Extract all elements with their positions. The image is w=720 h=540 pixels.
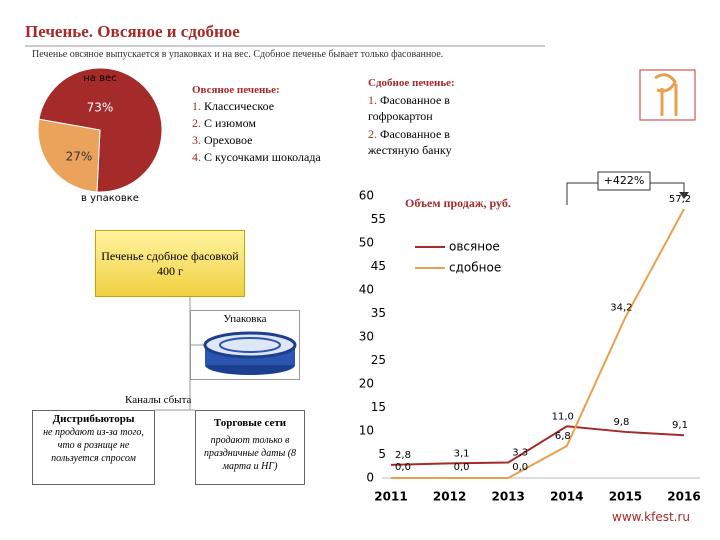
item-text: С кусочками шоколада [204,150,321,164]
value-label: 34,2 [610,302,632,313]
value-label: 57,2 [669,194,691,205]
value-label: 6,8 [555,431,571,442]
product-box: Печенье сдобное фасовкой 400 г [95,230,245,297]
value-label: 3,3 [512,447,528,458]
sweet-title: Сдобное печенье: [368,77,455,89]
list-item: 1. Классическое [192,98,362,115]
tin-image [203,331,297,375]
package-box: Упаковка [190,310,300,380]
list-item: 4. С кусочками шоколада [192,149,362,166]
x-tick-label: 2016 [667,490,700,504]
y-tick-label: 20 [359,377,374,391]
distributors-note: не продают из-за того, что в рознице не … [43,427,144,464]
x-tick-label: 2012 [433,490,466,504]
pie-slice [37,118,101,193]
item-text: Классическое [204,99,275,113]
item-number: 1. [368,93,377,107]
y-tick-label: 0 [366,471,374,485]
list-item: 1. Фасованное в гофрокартон [368,92,498,124]
category-label: в упаковке [81,193,139,204]
category-label: на вес [83,73,116,84]
list-item: 2. С изюмом [192,115,362,132]
legend-label: овсяное [449,240,500,254]
y-tick-label: 15 [371,400,386,414]
y-tick-label: 50 [359,236,374,250]
y-tick-label: 60 [359,189,374,203]
distributors-box: Дистрибьюторы не продают из-за того, что… [32,410,155,485]
series-line [391,208,685,479]
value-label: 9,1 [672,420,688,431]
item-number: 3. [192,133,201,147]
retail-note: продают только в праздничные даты (8 мар… [203,435,297,472]
title: Печенье. Овсяное и сдобное [25,22,240,41]
y-tick-label: 25 [371,353,386,367]
subtitle: Печенье овсяное выпускается в упаковках … [32,49,444,60]
x-tick-label: 2015 [609,490,642,504]
series-line [390,425,685,466]
item-text: Фасованное в жестяную банку [368,127,452,157]
value-label: 9,8 [613,417,629,428]
annotation-box [597,171,651,191]
oat-list: 1. Классическое 2. С изюмом 3. Ореховое 4. … [192,98,362,166]
oat-title: Овсяное печенье: [192,84,280,96]
item-number: 2. [192,116,201,130]
y-tick-label: 10 [359,424,374,438]
value-label: 0,0 [395,462,411,473]
item-number: 1. [192,99,201,113]
retail-title: Торговые сети [213,417,287,429]
y-tick-label: 30 [359,330,374,344]
slice-value: 27% [66,150,93,164]
x-tick-label: 2011 [374,490,407,504]
y-tick-label: 55 [371,212,386,226]
list-item: 2. Фасованное в жестяную банку [368,126,498,158]
y-tick-label: 40 [359,283,374,297]
y-tick-label: 5 [378,447,386,461]
item-text: Фасованное в гофрокартон [368,93,450,123]
footer: www.kfest.ru [612,510,691,524]
legend-label: сдобное [449,261,501,275]
value-label: 2,8 [395,450,411,461]
list-item: 3. Ореховое [192,132,362,149]
channels-label: Каналы сбыта [125,394,192,406]
chart-title: Объем продаж, руб. [405,196,511,210]
retail-box: Торговые сети продают только в праздничн… [195,410,305,485]
value-label: 11,0 [552,411,574,422]
annotation: +422% [604,174,645,187]
item-text: Ореховое [204,133,253,147]
value-label: 0,0 [512,462,528,473]
arrow-head [679,192,689,199]
item-text: С изюмом [204,116,256,130]
slice-value: 73% [87,101,114,115]
sweet-list: 1. Фасованное в гофрокартон 2. Фасованное… [368,92,498,160]
x-tick-label: 2013 [491,490,524,504]
x-tick-label: 2014 [550,490,583,504]
item-number: 2. [368,127,377,141]
y-tick-label: 45 [371,259,386,273]
logo [639,69,696,121]
value-label: 0,0 [454,462,470,473]
value-label: 3,1 [454,448,470,459]
distributors-title: Дистрибьюторы [52,413,135,425]
y-tick-label: 35 [371,306,386,320]
item-number: 4. [192,150,201,164]
